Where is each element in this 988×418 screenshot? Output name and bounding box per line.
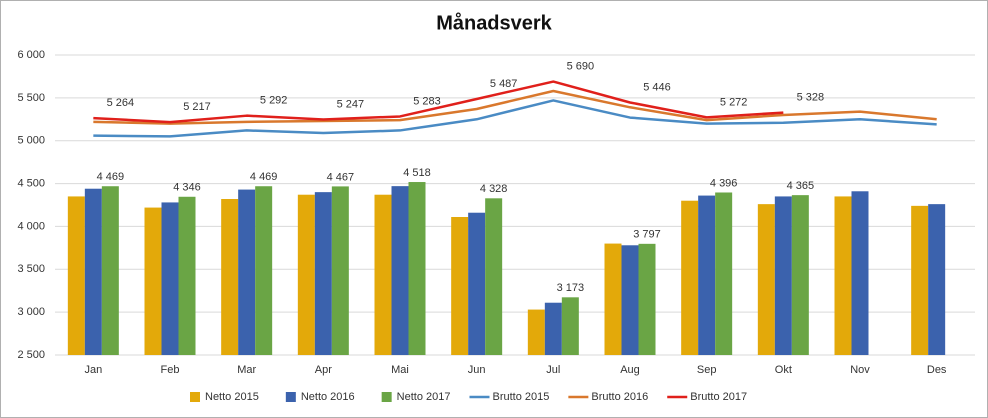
bar [451, 217, 469, 355]
x-tick-label: Jul [546, 364, 560, 376]
bar [67, 196, 85, 355]
line [93, 80, 784, 124]
bar [238, 189, 256, 355]
legend-swatch [285, 392, 296, 402]
bar [101, 186, 119, 355]
x-tick-label: Mai [391, 364, 409, 376]
bar [604, 243, 622, 355]
data-label: 3 797 [633, 229, 661, 241]
bar [331, 186, 349, 355]
bar [144, 207, 162, 355]
bar [374, 194, 392, 355]
bar [638, 243, 656, 355]
data-label: 5 446 [643, 81, 671, 93]
y-tick-label: 5 500 [17, 92, 45, 104]
line [93, 99, 937, 138]
legend-label: Netto 2016 [301, 391, 355, 403]
data-label: 4 346 [173, 182, 201, 194]
y-tick-label: 4 500 [17, 177, 45, 189]
y-tick-label: 3 500 [17, 263, 45, 275]
x-tick-label: Sep [697, 364, 717, 376]
legend-label: Brutto 2016 [591, 391, 648, 403]
x-tick-label: Jan [84, 364, 102, 376]
data-label: 5 272 [720, 96, 748, 108]
data-label: 4 469 [97, 171, 125, 183]
x-tick-label: Apr [315, 364, 332, 376]
bar [834, 196, 852, 355]
x-tick-label: Des [927, 364, 947, 376]
x-tick-label: Feb [161, 364, 180, 376]
bar [791, 195, 809, 355]
bar [297, 194, 315, 355]
line [93, 89, 937, 125]
bar [84, 188, 102, 355]
bar [178, 196, 196, 355]
bar [774, 196, 792, 355]
legend-label: Brutto 2015 [492, 391, 549, 403]
data-label: 5 328 [797, 92, 825, 104]
data-label: 4 469 [250, 171, 278, 183]
y-tick-label: 2 500 [17, 349, 45, 361]
legend-label: Netto 2017 [397, 391, 451, 403]
bar [757, 204, 775, 355]
legend-swatch [381, 392, 392, 402]
bar [485, 198, 503, 355]
bar [715, 192, 733, 355]
chart-title: Månadsverk [436, 11, 552, 34]
y-tick-label: 6 000 [17, 49, 45, 61]
x-tick-label: Nov [850, 364, 870, 376]
bar [544, 302, 562, 355]
bar [911, 205, 929, 355]
data-label: 5 487 [490, 78, 518, 90]
bar [928, 204, 946, 355]
bar [408, 182, 426, 355]
bar [391, 186, 409, 355]
data-label: 4 518 [403, 167, 431, 179]
data-label: 5 217 [183, 101, 211, 113]
bar [851, 191, 869, 355]
data-label: 5 690 [567, 60, 595, 72]
x-tick-label: Jun [468, 364, 486, 376]
data-label: 4 365 [787, 180, 815, 192]
bar [621, 245, 639, 355]
bar [314, 192, 332, 355]
y-tick-label: 5 000 [17, 135, 45, 147]
bar [221, 199, 239, 355]
bar [561, 297, 579, 355]
legend-label: Brutto 2017 [690, 391, 747, 403]
bar [468, 212, 486, 355]
data-label: 5 247 [337, 98, 365, 110]
data-label: 3 173 [557, 282, 585, 294]
bar [681, 200, 699, 355]
bar [255, 186, 273, 355]
data-label: 5 292 [260, 95, 288, 107]
data-label: 4 467 [327, 171, 355, 183]
data-label: 4 396 [710, 177, 738, 189]
bar [698, 195, 716, 355]
x-tick-label: Aug [620, 364, 640, 376]
data-label: 4 328 [480, 183, 508, 195]
data-label: 5 264 [107, 97, 135, 109]
legend-swatch [190, 392, 200, 402]
data-label: 5 283 [413, 95, 441, 107]
x-tick-label: Okt [775, 364, 792, 376]
legend-label: Netto 2015 [205, 391, 259, 403]
bar [161, 202, 179, 355]
bar [527, 309, 545, 355]
y-tick-label: 4 000 [17, 220, 45, 232]
y-tick-label: 3 000 [17, 306, 45, 318]
x-tick-label: Mar [237, 364, 256, 376]
